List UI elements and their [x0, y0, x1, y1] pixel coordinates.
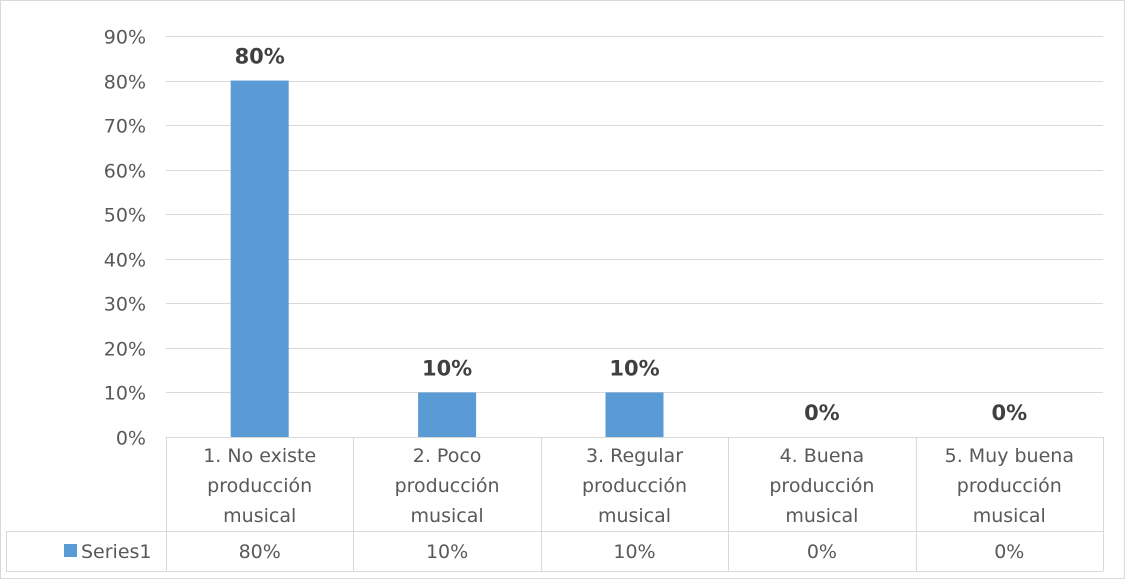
data-label: 0% — [804, 401, 840, 425]
y-tick-label: 60% — [104, 161, 146, 183]
data-label: 0% — [991, 401, 1027, 425]
table-value: 0% — [994, 541, 1024, 563]
x-category-label-line: 1. No existe — [203, 445, 316, 467]
x-category-label: 1. No existe producción musical — [203, 445, 316, 527]
y-tick-label: 80% — [104, 72, 146, 94]
y-tick-label: 90% — [104, 27, 146, 49]
x-category-label-line: musical — [223, 505, 296, 527]
bar — [418, 392, 477, 437]
table-value: 80% — [239, 541, 281, 563]
x-category-label: 3. Regular producción musical — [582, 445, 687, 527]
table-value: 0% — [807, 541, 837, 563]
legend-swatch — [64, 544, 77, 557]
x-category-label-line: producción — [395, 475, 500, 497]
x-category-label-line: musical — [411, 505, 484, 527]
x-category-label-line: producción — [769, 475, 874, 497]
data-label: 80% — [235, 45, 285, 69]
table-value: 10% — [426, 541, 468, 563]
bar — [605, 392, 664, 437]
x-category-label-line: producción — [207, 475, 312, 497]
x-category-label-line: 4. Buena — [780, 445, 865, 467]
x-category-label: 5. Muy buena producción musical — [945, 445, 1074, 527]
x-category-label-line: 3. Regular — [586, 445, 683, 467]
y-tick-label: 50% — [104, 205, 146, 227]
x-category-label-line: musical — [598, 505, 671, 527]
y-tick-label: 20% — [104, 339, 146, 361]
x-category-label-line: musical — [785, 505, 858, 527]
y-tick-label: 70% — [104, 116, 146, 138]
y-tick-label: 40% — [104, 250, 146, 272]
x-category-label-line: musical — [973, 505, 1046, 527]
y-tick-label: 10% — [104, 383, 146, 405]
x-category-label-line: producción — [957, 475, 1062, 497]
bar — [230, 80, 289, 438]
data-label: 10% — [422, 356, 472, 380]
x-category-label: 2. Poco producción musical — [395, 445, 500, 527]
x-category-label-line: producción — [582, 475, 687, 497]
table-value: 10% — [613, 541, 655, 563]
x-category-label: 4. Buena producción musical — [769, 445, 874, 527]
x-category-label-line: 2. Poco — [413, 445, 482, 467]
y-tick-label: 0% — [116, 428, 146, 450]
data-label: 10% — [609, 356, 659, 380]
y-tick-label: 30% — [104, 294, 146, 316]
legend-label: Series1 — [81, 541, 152, 563]
x-category-label-line: 5. Muy buena — [945, 445, 1074, 467]
